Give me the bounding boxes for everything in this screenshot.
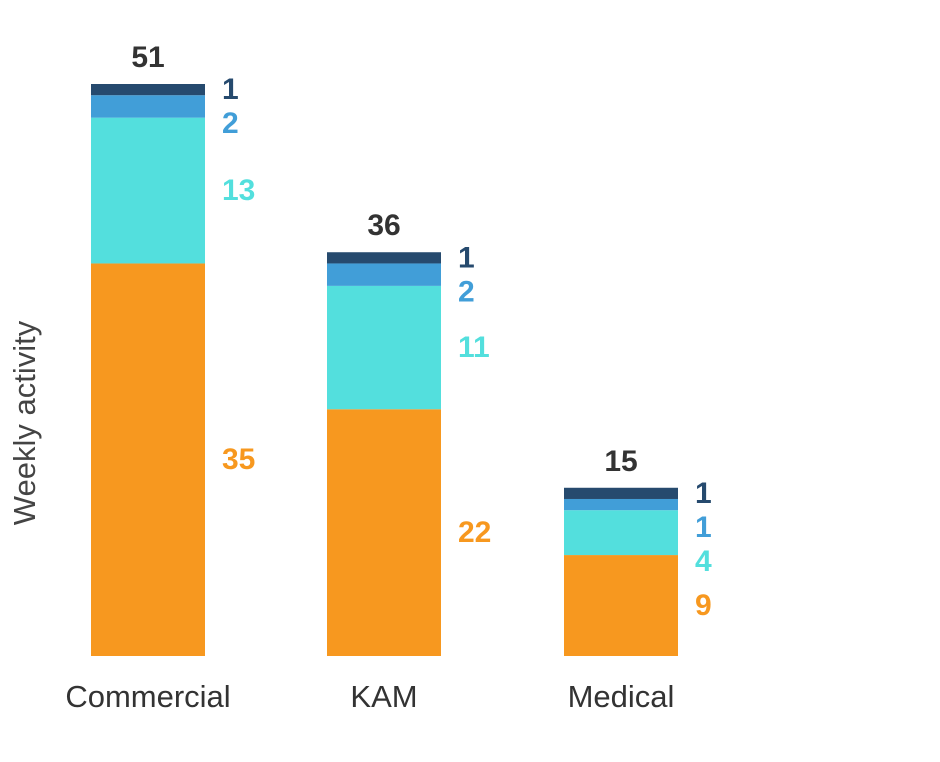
total-label-commercial: 51: [131, 41, 164, 74]
category-label-medical: Medical: [568, 679, 675, 714]
bar-segment-medical-s3: [564, 498, 678, 511]
value-label-medical-s2: 4: [695, 545, 712, 578]
value-label-kam-s2: 11: [458, 331, 490, 364]
category-label-kam: KAM: [350, 679, 417, 714]
bar-segment-kam-s1: [327, 409, 441, 656]
value-label-commercial-s4: 1: [222, 73, 239, 106]
value-label-medical-s4: 1: [695, 477, 712, 510]
total-label-medical: 15: [604, 445, 637, 478]
total-label-kam: 36: [367, 209, 400, 242]
value-label-commercial-s1: 35: [222, 443, 255, 476]
bar-segment-medical-s1: [564, 555, 678, 656]
bars-group: [91, 84, 678, 656]
bar-segment-kam-s3: [327, 263, 441, 286]
bar-segment-kam-s4: [327, 252, 441, 264]
value-label-commercial-s3: 2: [222, 107, 239, 140]
value-label-kam-s3: 2: [458, 275, 475, 308]
bar-segment-commercial-s1: [91, 263, 205, 656]
value-label-commercial-s2: 13: [222, 174, 255, 207]
bar-segment-commercial-s4: [91, 84, 205, 96]
value-label-medical-s3: 1: [695, 511, 712, 544]
bar-segment-medical-s4: [564, 487, 678, 499]
y-axis-label: Weekly activity: [7, 320, 42, 525]
value-label-kam-s1: 22: [458, 516, 491, 549]
value-label-medical-s1: 9: [695, 589, 712, 622]
labels-group: 12133551Commercial12112236KAM114915Medic…: [65, 41, 712, 714]
bar-segment-commercial-s3: [91, 95, 205, 118]
bar-segment-commercial-s2: [91, 117, 205, 264]
bar-segment-medical-s2: [564, 510, 678, 556]
value-label-kam-s4: 1: [458, 241, 475, 274]
bar-segment-kam-s2: [327, 285, 441, 410]
category-label-commercial: Commercial: [65, 679, 230, 714]
